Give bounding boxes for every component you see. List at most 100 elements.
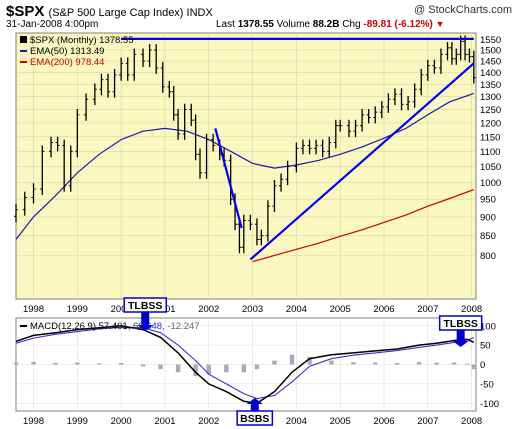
macd-histogram-bar bbox=[351, 362, 356, 365]
price-y-tick-label: 1400 bbox=[480, 68, 501, 79]
price-y-tick-label: 1350 bbox=[480, 80, 501, 91]
macd-histogram-bar bbox=[434, 362, 439, 365]
price-y-tick-label: 1450 bbox=[480, 57, 501, 68]
bsbs-callout-label: BSBS bbox=[240, 413, 269, 425]
macd-histogram-bar bbox=[97, 363, 102, 365]
price-y-tick-label: 950 bbox=[480, 195, 496, 206]
macd-y-tick-label: 0 bbox=[480, 360, 485, 371]
volume-value: 88.2B bbox=[312, 19, 340, 30]
price-x-tick-label: 2008 bbox=[461, 304, 482, 315]
down-arrow-icon bbox=[452, 330, 469, 347]
macd-histogram-bar bbox=[206, 364, 211, 375]
price-y-tick-label: 900 bbox=[480, 212, 496, 223]
macd-x-tick-label: 1999 bbox=[67, 416, 88, 427]
price-y-tick-label: 1200 bbox=[480, 118, 501, 129]
macd-histogram-bar bbox=[289, 354, 295, 365]
macd-signal-line bbox=[15, 326, 475, 400]
macd-histogram-bar bbox=[31, 361, 36, 365]
macd-histogram-bar bbox=[75, 362, 80, 365]
macd-x-tick-label: 2006 bbox=[373, 416, 394, 427]
price-y-tick-label: 800 bbox=[480, 251, 496, 262]
macd-histogram-bar bbox=[140, 364, 146, 367]
macd-x-tick-label: 2007 bbox=[417, 416, 438, 427]
price-y-tick-label: 1300 bbox=[480, 92, 501, 103]
macd-x-tick-label: 2002 bbox=[198, 416, 219, 427]
legend-ema50: EMA(50) 1313.49 bbox=[30, 46, 104, 57]
bsbs-callout: BSBS bbox=[236, 398, 274, 426]
macd-legend-label: MACD(12,26,9) bbox=[30, 321, 99, 332]
macd-histogram-bar bbox=[53, 362, 58, 365]
macd-legend: MACD(12,26,9) 57.401, 69.648, -12.247 bbox=[20, 321, 200, 332]
macd-histogram-bar bbox=[451, 362, 457, 365]
macd-histogram-bar bbox=[13, 362, 19, 365]
volume-label: Volume bbox=[276, 19, 310, 30]
macd-histogram-bar bbox=[175, 364, 181, 373]
price-y-tick-label: 850 bbox=[480, 231, 496, 242]
legend-ema200: EMA(200) 978.44 bbox=[30, 57, 104, 68]
macd-histogram-bar bbox=[272, 360, 277, 365]
price-panel: 800 850 900 950 1000 1050 1100 1150 1200 1250 1300… bbox=[14, 32, 501, 315]
price-x-tick-label: 2007 bbox=[417, 304, 438, 315]
chg-value: -89.81 (-6.12%) bbox=[363, 19, 433, 30]
stockcharts-logo: @ StockCharts.com bbox=[414, 4, 512, 16]
legend-swatch-price bbox=[20, 36, 27, 43]
tlbss-callout-1: TLBSS bbox=[123, 297, 167, 331]
price-x-tick-label: 2005 bbox=[330, 304, 351, 315]
price-y-tick-label: 1500 bbox=[480, 45, 501, 56]
macd-histogram-bar bbox=[241, 364, 247, 373]
last-label: Last bbox=[216, 19, 235, 30]
down-arrow-icon bbox=[137, 312, 154, 331]
macd-x-tick-label: 1998 bbox=[23, 416, 44, 427]
chg-label: Chg bbox=[342, 19, 361, 30]
ema200-line bbox=[252, 189, 475, 263]
macd-histogram-bar bbox=[394, 362, 400, 365]
price-x-tick-label: 2000 bbox=[111, 304, 132, 315]
macd-y-tick-label: -50 bbox=[480, 379, 494, 390]
last-value: 1378.55 bbox=[237, 19, 274, 30]
macd-y-tick-label: -100 bbox=[480, 399, 499, 410]
macd-histogram-bar bbox=[254, 364, 260, 370]
price-y-tick-label: 1550 bbox=[480, 35, 501, 46]
price-x-tick-label: 2002 bbox=[198, 304, 219, 315]
macd-histogram-bar bbox=[373, 362, 378, 365]
price-y-tick-label: 1000 bbox=[480, 178, 501, 189]
macd-histogram bbox=[13, 354, 477, 377]
price-y-tick-label: 1050 bbox=[480, 162, 501, 173]
macd-histogram-bar bbox=[193, 364, 198, 377]
price-y-tick-label: 1100 bbox=[480, 147, 500, 158]
tlbss-callout-1-label: TLBSS bbox=[128, 300, 162, 312]
macd-histogram-bar bbox=[224, 364, 229, 373]
symbol-ticker: $SPX bbox=[6, 3, 45, 20]
macd-x-tick-label: 2004 bbox=[286, 416, 307, 427]
down-arrow-icon: ▼ bbox=[435, 19, 445, 29]
price-x-tick-label: 2004 bbox=[286, 304, 307, 315]
price-plot-area bbox=[15, 32, 477, 300]
macd-histogram-bar bbox=[471, 364, 477, 370]
tlbss-callout-2-label: TLBSS bbox=[443, 318, 477, 330]
macd-histogram-bar bbox=[416, 362, 422, 365]
macd-histogram-bar bbox=[329, 360, 334, 365]
price-x-tick-label: 1998 bbox=[23, 304, 44, 315]
price-y-tick-label: 1250 bbox=[480, 105, 501, 116]
macd-legend-text: MACD(12,26,9) 57.401, 69.648, -12.247 bbox=[30, 321, 200, 332]
macd-histogram-bar bbox=[118, 362, 124, 365]
macd-y-tick-label: 50 bbox=[480, 341, 491, 352]
macd-panel: 100500-50-100199819992000200120022003200… bbox=[13, 317, 499, 427]
macd-x-tick-label: 2005 bbox=[330, 416, 351, 427]
legend-price: $SPX (Monthly) 1378.55 bbox=[30, 35, 134, 46]
macd-histogram-bar bbox=[465, 363, 470, 365]
macd-x-tick-label: 2001 bbox=[154, 416, 175, 427]
quote-date: 31-Jan-2008 4:00pm bbox=[6, 19, 99, 30]
annotations-layer: TLBSS TLBSS BSBS bbox=[123, 297, 483, 426]
trendline bbox=[249, 62, 475, 261]
trendline bbox=[214, 128, 243, 229]
price-x-tick-label: 2006 bbox=[373, 304, 394, 315]
up-arrow-icon bbox=[246, 398, 263, 411]
price-x-tick-label: 2003 bbox=[242, 304, 263, 315]
macd-legend-hist: -12.247 bbox=[167, 321, 199, 332]
chart-symbol: $SPX (S&P 500 Large Cap Index) INDX bbox=[6, 3, 213, 20]
quote-summary: Last 1378.55 Volume 88.2B Chg -89.81 (-6… bbox=[216, 19, 445, 30]
tlbss-callout-2: TLBSS bbox=[438, 315, 483, 347]
